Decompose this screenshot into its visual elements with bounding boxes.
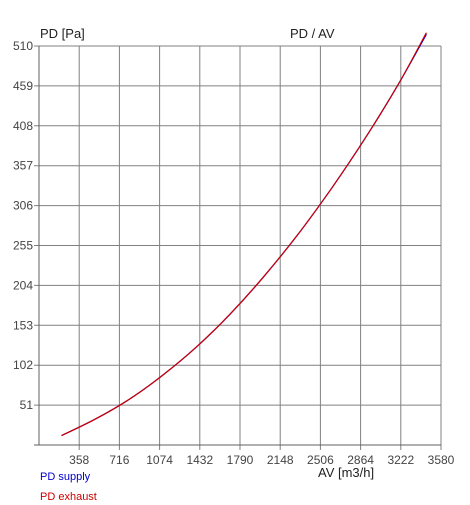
y-tick-label: 357 — [13, 159, 33, 173]
y-tick-label: 255 — [13, 239, 33, 253]
x-tick-label: 2148 — [267, 453, 294, 467]
x-tick-label: 3222 — [387, 453, 414, 467]
chart-series — [61, 32, 427, 437]
legend-item-pd-supply: PD supply — [40, 471, 91, 483]
y-tick-label: 408 — [13, 119, 33, 133]
y-axis-label: PD [Pa] — [40, 26, 85, 41]
x-tick-label: 716 — [109, 453, 129, 467]
x-axis-label: AV [m3/h] — [318, 465, 374, 480]
legend-item-pd-exhaust: PD exhaust — [40, 491, 97, 503]
series-line-pd-supply — [61, 34, 427, 437]
x-tick-label: 1790 — [227, 453, 254, 467]
x-tick-label: 1432 — [186, 453, 213, 467]
y-tick-label: 102 — [13, 358, 33, 372]
y-tick-label: 459 — [13, 79, 33, 93]
x-tick-label: 2506 — [307, 453, 334, 467]
y-tick-label: 510 — [13, 39, 33, 53]
x-tick-label: 2864 — [347, 453, 374, 467]
y-tick-label: 306 — [13, 199, 33, 213]
chart-axes: 358 716 1074 1432 1790 2148 2506 2864 3222 3580 51… — [13, 39, 455, 467]
chart-grid — [34, 45, 442, 450]
y-tick-label: 153 — [13, 318, 33, 332]
x-tick-label: 3580 — [428, 453, 455, 467]
x-tick-label: 1074 — [146, 453, 173, 467]
chart-title: PD / AV — [290, 26, 335, 41]
series-line-pd-exhaust — [61, 32, 427, 437]
y-tick-label: 204 — [13, 278, 33, 292]
x-tick-label: 358 — [69, 453, 89, 467]
y-tick-label: 51 — [20, 398, 34, 412]
